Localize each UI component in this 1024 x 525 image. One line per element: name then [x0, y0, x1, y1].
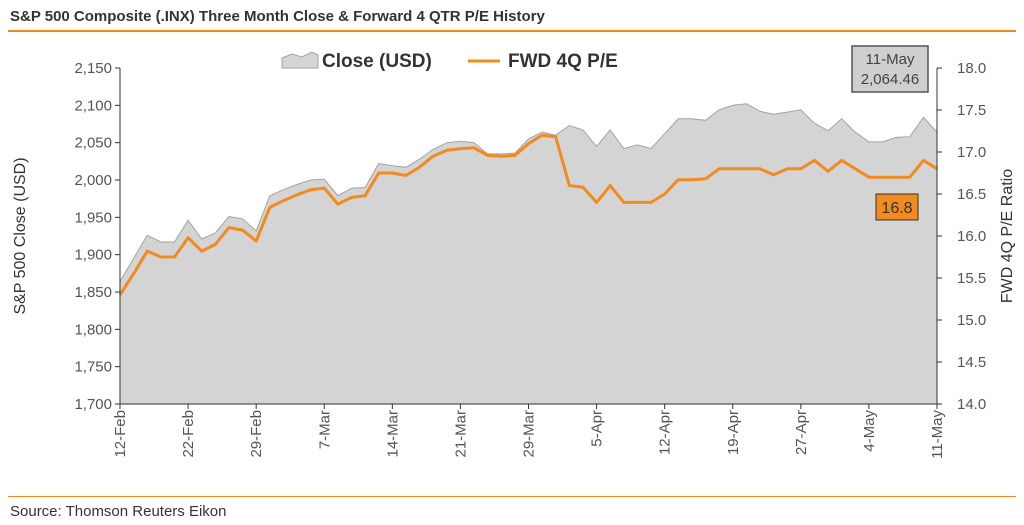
y-tick-label: 1,950 [74, 209, 112, 226]
legend-swatch-close [281, 51, 319, 69]
pe-callout: 16.8 [875, 193, 919, 221]
y2-tick-label: 15.0 [957, 312, 986, 329]
y-tick-label: 1,800 [74, 321, 112, 338]
pe-callout-value: 16.8 [881, 200, 912, 217]
close-callout-date: 11-May [866, 51, 915, 68]
x-tick-label: 14-Mar [384, 410, 401, 458]
close-callout: 11-May 2,064.46 [851, 45, 929, 93]
y-tick-label: 2,050 [74, 135, 112, 152]
x-tick-label: 12-Feb [112, 410, 129, 458]
legend: Close (USD) FWD 4Q P/E [281, 51, 618, 72]
y2-tick-label: 17.5 [957, 102, 986, 119]
x-tick-label: 22-Feb [180, 410, 197, 458]
title-rule [8, 30, 1016, 32]
x-tick-label: 5-Apr [589, 410, 606, 447]
legend-label-pe: FWD 4Q P/E [508, 51, 618, 72]
x-tick-label: 11-May [929, 410, 946, 459]
y2-tick-label: 18.0 [957, 60, 986, 77]
x-tick-label: 21-Mar [452, 410, 469, 458]
chart-title: S&P 500 Composite (.INX) Three Month Clo… [10, 8, 545, 25]
y2-tick-label: 14.5 [957, 354, 986, 371]
y-tick-label: 1,850 [74, 284, 112, 301]
close-callout-value: 2,064.46 [861, 71, 919, 88]
y2-tick-label: 17.0 [957, 144, 986, 161]
x-tick-label: 29-Mar [521, 410, 538, 458]
source-note: Source: Thomson Reuters Eikon [10, 503, 227, 520]
legend-label-close: Close (USD) [322, 51, 432, 72]
y-tick-label: 2,000 [74, 172, 112, 189]
y2-axis-label: FWD 4Q P/E Ratio [999, 169, 1016, 303]
close-area-series [119, 103, 938, 405]
y-tick-label: 1,900 [74, 247, 112, 264]
y2-tick-label: 16.0 [957, 228, 986, 245]
y-tick-label: 2,100 [74, 97, 112, 114]
y2-tick-label: 15.5 [957, 270, 986, 287]
x-tick-label: 27-Apr [793, 410, 810, 455]
y2-tick-label: 16.5 [957, 186, 986, 203]
pe-line-series [118, 133, 938, 296]
y-axis-label: S&P 500 Close (USD) [12, 157, 29, 314]
y-tick-label: 1,700 [74, 396, 112, 413]
x-tick-label: 4-May [861, 410, 878, 452]
y2-tick-label: 14.0 [957, 396, 986, 413]
x-tick-label: 7-Mar [316, 410, 333, 449]
x-tick-label: 29-Feb [248, 410, 265, 458]
y-tick-label: 2,150 [74, 60, 112, 77]
y-tick-label: 1,750 [74, 359, 112, 376]
x-tick-label: 12-Apr [657, 410, 674, 455]
x-tick-label: 19-Apr [725, 410, 742, 455]
footer-rule [8, 496, 1016, 497]
